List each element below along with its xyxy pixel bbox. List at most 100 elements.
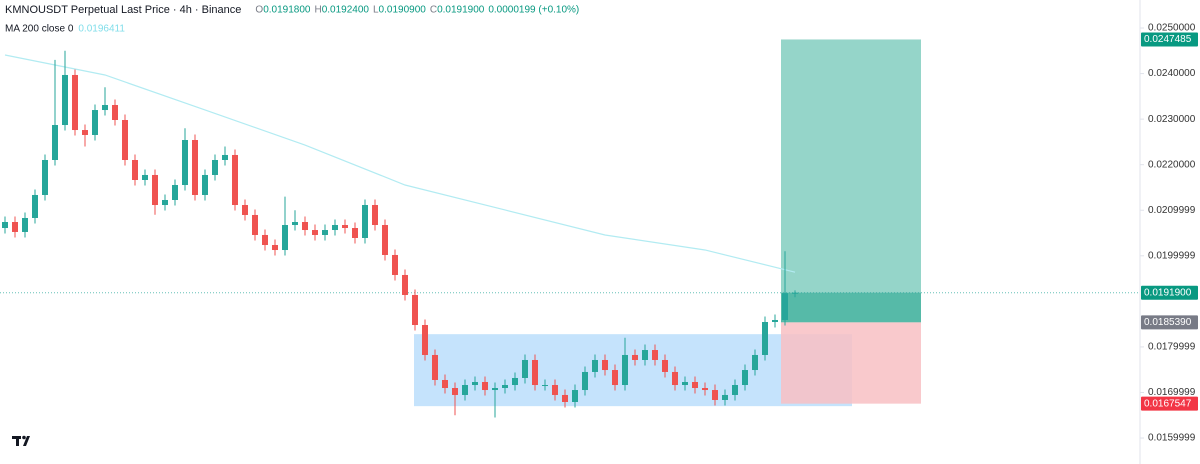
- y-tick-label: 0.0220000: [1148, 159, 1196, 170]
- y-tick-label: 0.0159999: [1148, 433, 1196, 444]
- candle-body: [752, 354, 758, 371]
- tv-logo: [12, 435, 30, 446]
- candle-body: [702, 388, 708, 391]
- loss-zone: [781, 322, 921, 404]
- candle-body: [422, 325, 428, 355]
- candle-body: [382, 225, 388, 255]
- candle-body: [712, 390, 718, 400]
- entry-tag: 0.0185390: [1144, 317, 1192, 328]
- candle-body: [262, 234, 268, 246]
- profit-zone: [781, 39, 921, 323]
- candle-body: [692, 381, 698, 389]
- candle-body: [792, 292, 798, 294]
- candle-body: [472, 381, 478, 386]
- y-tick-label: 0.0169999: [1148, 387, 1196, 398]
- candle-body: [352, 228, 358, 238]
- ma-line: [4, 54, 796, 273]
- y-tick-label: 0.0179999: [1148, 342, 1196, 353]
- candle-body: [282, 225, 288, 251]
- candle-body: [722, 394, 728, 400]
- candle-body: [562, 394, 568, 402]
- candle-body: [532, 359, 538, 386]
- indicator-name: MA 200 close 0: [5, 24, 74, 35]
- candle-body: [322, 230, 328, 235]
- candle-body: [82, 130, 88, 135]
- candle-body: [542, 385, 548, 387]
- candle-body: [332, 225, 338, 231]
- ohlc-key: H: [314, 5, 321, 16]
- candle-body: [372, 205, 378, 226]
- ohlc-value: 0.0190900: [379, 5, 427, 16]
- candle-body: [402, 274, 408, 295]
- ohlc-value: 0.0191800: [263, 5, 311, 16]
- candle-body: [642, 350, 648, 360]
- candle-body: [552, 385, 558, 395]
- candle-body: [62, 74, 68, 126]
- candle-body: [452, 388, 458, 395]
- candle-body: [502, 385, 508, 389]
- y-tick-label: 0.0230000: [1148, 114, 1196, 125]
- last-price-tag: 0.0191900: [1144, 287, 1192, 298]
- candle-body: [172, 185, 178, 200]
- candle-body: [412, 294, 418, 326]
- candle-body: [202, 174, 208, 195]
- candle-body: [22, 217, 28, 232]
- candle-body: [582, 371, 588, 391]
- candle-body: [52, 125, 58, 160]
- y-tick-label: 0.0240000: [1148, 68, 1196, 79]
- candle-body: [232, 154, 238, 206]
- candle-body: [102, 105, 108, 111]
- candle-body: [142, 174, 148, 180]
- candle-body: [152, 174, 158, 206]
- candle-body: [92, 110, 98, 135]
- indicator-value: 0.0196411: [78, 24, 125, 35]
- y-tick-label: 0.0209999: [1148, 205, 1196, 216]
- candle-body: [242, 205, 248, 215]
- ohlc-value: 0.0191900: [437, 5, 485, 16]
- candle-body: [222, 154, 228, 160]
- candle-body: [252, 214, 258, 235]
- candle-body: [32, 194, 38, 218]
- candle-body: [122, 119, 128, 160]
- candle-body: [132, 159, 138, 180]
- candle-body: [742, 370, 748, 386]
- candle-body: [12, 222, 18, 232]
- range-box: [414, 334, 852, 407]
- candle-body: [342, 225, 348, 229]
- target-tag-bg: [1141, 32, 1198, 47]
- candle-body: [782, 293, 788, 320]
- ohlc-value: 0.0192400: [322, 5, 370, 16]
- candle-body: [192, 139, 198, 195]
- last-price-tag-bg: [1141, 285, 1198, 300]
- ohlc-key: C: [430, 5, 437, 16]
- chart-title: KMNOUSDT Perpetual Last Price · 4h · Bin…: [5, 4, 241, 16]
- candle-body: [392, 254, 398, 275]
- candle-body: [462, 385, 468, 395]
- candle-body: [492, 388, 498, 391]
- open-profit-zone: [781, 292, 921, 323]
- stop-tag: 0.0167547: [1144, 398, 1192, 409]
- candle-body: [112, 105, 118, 120]
- candle-body: [592, 359, 598, 372]
- candle-body: [682, 381, 688, 386]
- candle-body: [442, 379, 448, 389]
- entry-tag-bg: [1141, 315, 1198, 330]
- candle-body: [662, 359, 668, 372]
- candle-body: [302, 222, 308, 231]
- y-tick-label: 0.0250000: [1148, 23, 1196, 34]
- candle-body: [632, 354, 638, 360]
- candle-body: [162, 199, 168, 206]
- candle-body: [72, 74, 78, 131]
- candle-body: [622, 354, 628, 386]
- ohlc-key: O: [255, 5, 263, 16]
- y-tick-label: 0.0199999: [1148, 250, 1196, 261]
- candle-body: [182, 139, 188, 186]
- candle-body: [2, 222, 8, 229]
- candle-body: [522, 359, 528, 378]
- candle-body: [652, 350, 658, 360]
- candle-body: [772, 319, 778, 322]
- candle-body: [762, 321, 768, 355]
